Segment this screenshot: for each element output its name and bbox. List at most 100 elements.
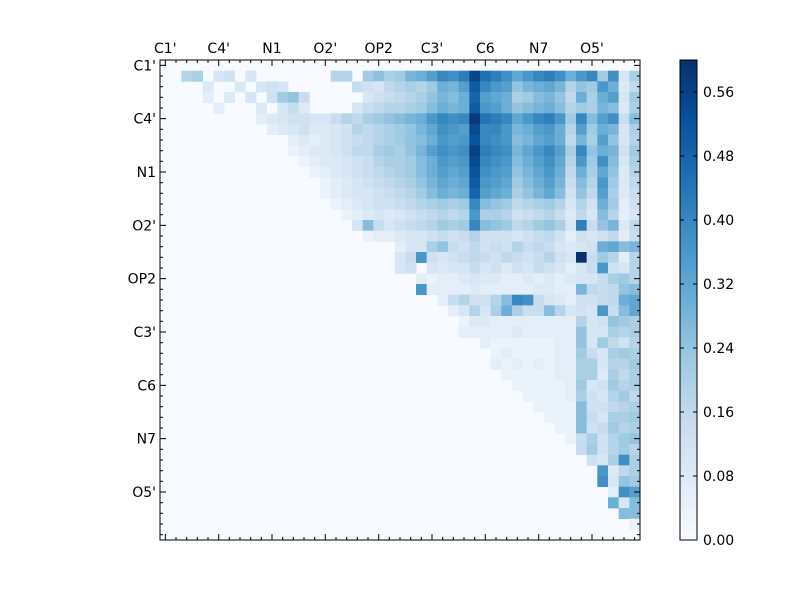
heatmap-cell bbox=[384, 70, 396, 82]
colorbar-tick-label: 0.40 bbox=[703, 213, 734, 229]
heatmap-cell bbox=[533, 273, 545, 285]
heatmap-cell bbox=[437, 209, 449, 221]
heatmap-cell bbox=[416, 124, 428, 136]
heatmap-cell bbox=[533, 220, 545, 232]
heatmap-cell bbox=[320, 145, 332, 157]
heatmap-cell bbox=[416, 166, 428, 178]
heatmap-cell bbox=[608, 326, 620, 338]
x-tick-label: O5' bbox=[580, 41, 604, 57]
colorbar-tick-label: 0.24 bbox=[703, 341, 734, 357]
heatmap-cell bbox=[597, 401, 609, 413]
heatmap-cell bbox=[586, 177, 598, 189]
heatmap-cell bbox=[565, 209, 577, 221]
heatmap-cell bbox=[629, 454, 641, 466]
heatmap-cell bbox=[426, 209, 438, 221]
heatmap-cell bbox=[608, 81, 620, 93]
heatmap-cell bbox=[298, 124, 310, 136]
heatmap-cell bbox=[597, 220, 609, 232]
heatmap-cell bbox=[533, 369, 545, 381]
heatmap-cell bbox=[522, 145, 534, 157]
heatmap-cell bbox=[384, 166, 396, 178]
heatmap-cell bbox=[629, 337, 641, 349]
heatmap-cell bbox=[544, 92, 556, 104]
heatmap-cell bbox=[586, 337, 598, 349]
heatmap-cell bbox=[608, 113, 620, 125]
heatmap-cell bbox=[501, 209, 513, 221]
heatmap-cell bbox=[544, 230, 556, 242]
heatmap-cell bbox=[416, 102, 428, 114]
heatmap-cell bbox=[554, 102, 566, 114]
heatmap-cell bbox=[576, 326, 588, 338]
heatmap-cell bbox=[181, 70, 193, 82]
heatmap-cell bbox=[501, 156, 513, 168]
heatmap-cell bbox=[597, 305, 609, 317]
heatmap-cell bbox=[544, 145, 556, 157]
heatmap-cell bbox=[480, 294, 492, 306]
heatmap-cell bbox=[629, 156, 641, 168]
heatmap-cell bbox=[629, 145, 641, 157]
heatmap-cell bbox=[480, 230, 492, 242]
heatmap-cell bbox=[384, 156, 396, 168]
heatmap-cell bbox=[394, 252, 406, 264]
y-tick-label: N1 bbox=[137, 165, 156, 181]
heatmap-cell bbox=[544, 241, 556, 253]
heatmap-cell bbox=[608, 177, 620, 189]
heatmap-cell bbox=[618, 166, 630, 178]
heatmap-cell bbox=[405, 252, 417, 264]
heatmap-cell bbox=[394, 102, 406, 114]
heatmap-cell bbox=[469, 113, 481, 125]
heatmap-cell bbox=[480, 92, 492, 104]
heatmap-cell bbox=[586, 188, 598, 200]
heatmap-cell bbox=[629, 262, 641, 274]
heatmap-cell bbox=[597, 369, 609, 381]
heatmap-cell bbox=[522, 252, 534, 264]
heatmap-cell bbox=[373, 70, 385, 82]
heatmap-cell bbox=[586, 284, 598, 296]
heatmap-cell bbox=[597, 465, 609, 477]
heatmap-cell bbox=[554, 156, 566, 168]
heatmap-cell bbox=[501, 134, 513, 146]
heatmap-cell bbox=[469, 305, 481, 317]
heatmap-cell bbox=[437, 273, 449, 285]
heatmap-cell bbox=[373, 145, 385, 157]
heatmap-cell bbox=[629, 102, 641, 114]
heatmap-cell bbox=[266, 92, 278, 104]
heatmap-cell bbox=[448, 70, 460, 82]
heatmap-cell bbox=[512, 252, 524, 264]
heatmap-cell bbox=[416, 70, 428, 82]
y-tick-label: C3' bbox=[133, 325, 156, 341]
heatmap-cell bbox=[416, 284, 428, 296]
heatmap-cell bbox=[533, 177, 545, 189]
heatmap-cell bbox=[330, 113, 342, 125]
heatmap-cell bbox=[448, 230, 460, 242]
heatmap-cell bbox=[522, 81, 534, 93]
heatmap-cell bbox=[597, 358, 609, 370]
heatmap-cell bbox=[352, 81, 364, 93]
heatmap-cell bbox=[597, 348, 609, 360]
heatmap-cell bbox=[416, 177, 428, 189]
heatmap-cell bbox=[618, 124, 630, 136]
heatmap-cell bbox=[544, 156, 556, 168]
heatmap-cell bbox=[522, 92, 534, 104]
heatmap-cell bbox=[629, 369, 641, 381]
heatmap-cell bbox=[618, 81, 630, 93]
heatmap-cell bbox=[565, 113, 577, 125]
heatmap-cell bbox=[458, 316, 470, 328]
heatmap-cell bbox=[629, 284, 641, 296]
heatmap-cell bbox=[608, 390, 620, 402]
heatmap-cell bbox=[480, 70, 492, 82]
heatmap-cell bbox=[437, 134, 449, 146]
heatmap-cell bbox=[608, 401, 620, 413]
heatmap-cell bbox=[437, 198, 449, 210]
heatmap-cell bbox=[480, 252, 492, 264]
heatmap-cell bbox=[565, 412, 577, 424]
heatmap-cell bbox=[608, 124, 620, 136]
heatmap-cell bbox=[629, 198, 641, 210]
heatmap-cell bbox=[426, 124, 438, 136]
y-tick-label: C4' bbox=[133, 112, 156, 128]
heatmap-cell bbox=[416, 220, 428, 232]
heatmap-cell bbox=[405, 113, 417, 125]
heatmap-cell bbox=[565, 284, 577, 296]
heatmap-cell bbox=[554, 348, 566, 360]
heatmap-cell bbox=[394, 230, 406, 242]
